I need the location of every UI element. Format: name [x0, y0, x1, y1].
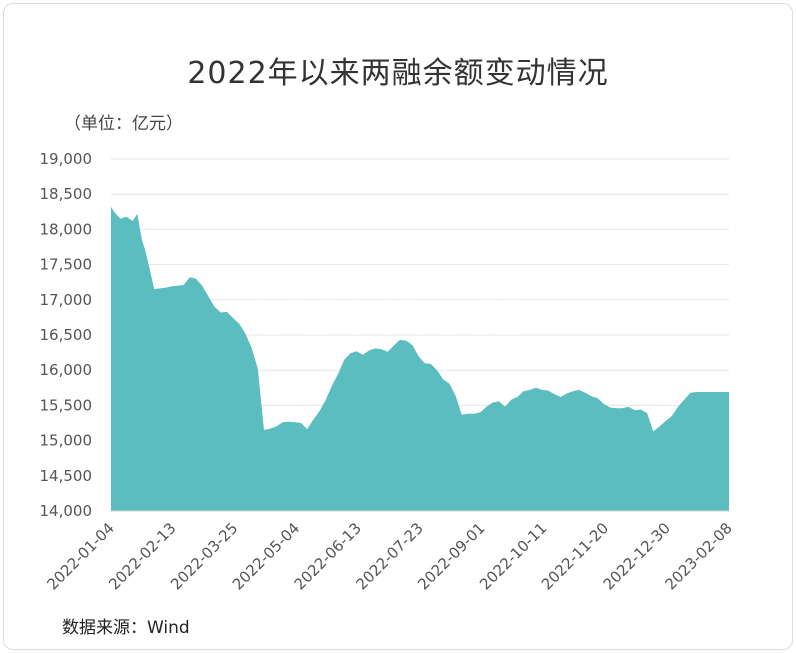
- chart-title: 2022年以来两融余额变动情况: [187, 56, 609, 91]
- y-tick-label: 15,000: [40, 432, 93, 450]
- y-tick-label: 19,000: [40, 150, 93, 168]
- y-axis-ticks: 14,000 14,500 15,000 15,500 16,000 16,500 17,0…: [40, 150, 93, 520]
- x-axis-ticks: 2022-01-042022-02-132022-03-252022-05-04…: [43, 519, 735, 593]
- y-tick-label: 14,000: [40, 502, 93, 520]
- y-tick-label: 17,500: [40, 256, 93, 274]
- x-tick-label: 2023-02-08: [661, 519, 735, 593]
- y-tick-label: 18,500: [40, 185, 93, 203]
- y-tick-label: 15,500: [40, 396, 93, 414]
- unit-label: （单位：亿元）: [64, 114, 183, 134]
- y-tick-label: 18,000: [40, 220, 93, 238]
- y-tick-label: 17,000: [40, 291, 93, 309]
- watermark-text: Win.d: [247, 266, 527, 366]
- y-tick-label: 14,500: [40, 467, 93, 485]
- y-tick-label: 16,000: [40, 361, 93, 379]
- source-note: 数据来源：Wind: [62, 618, 190, 638]
- y-tick-label: 16,500: [40, 326, 93, 344]
- area-series: [111, 206, 729, 511]
